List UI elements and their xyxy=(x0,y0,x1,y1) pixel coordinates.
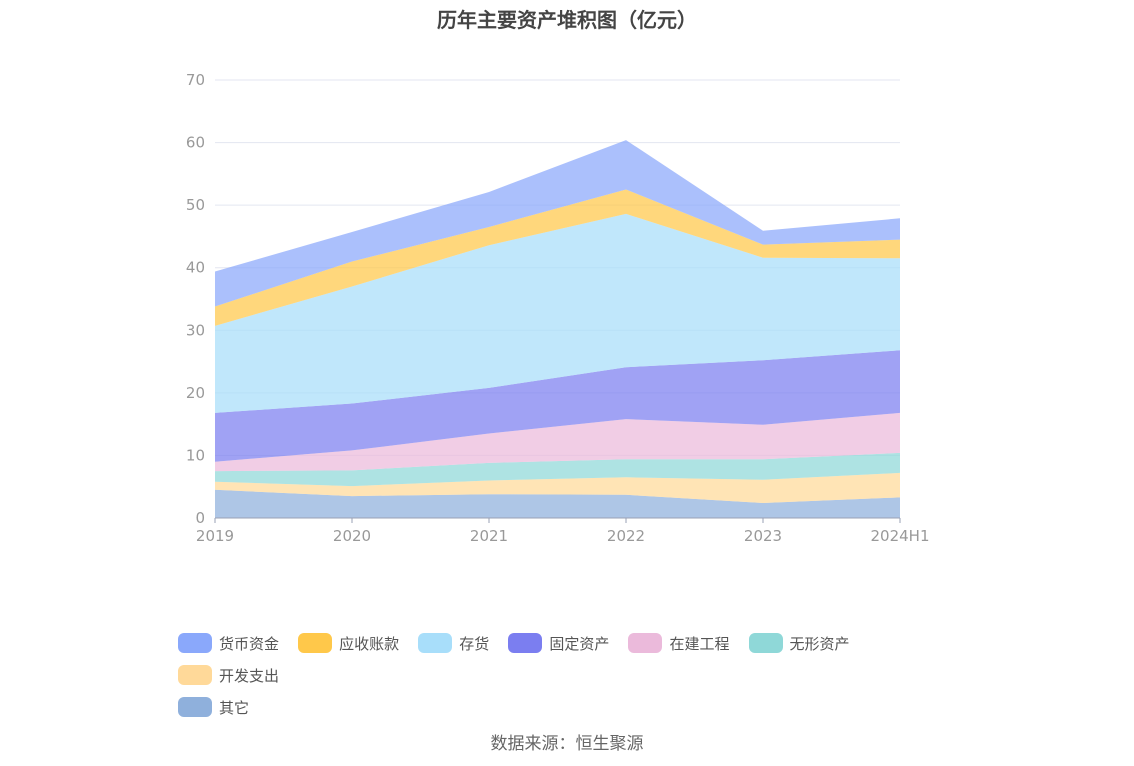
legend-label: 在建工程 xyxy=(669,634,730,653)
legend-item-receivables[interactable]: 应收账款 xyxy=(298,630,399,656)
legend-item-intangibles[interactable]: 无形资产 xyxy=(748,630,850,656)
legend-item-inventory[interactable]: 存货 xyxy=(418,630,489,656)
data-source-note: 数据来源：恒生聚源 xyxy=(490,734,644,754)
legend-label: 开发支出 xyxy=(219,666,280,685)
x-tick-label: 2022 xyxy=(607,527,645,545)
legend-label: 应收账款 xyxy=(339,634,400,653)
y-tick-label: 30 xyxy=(186,321,205,339)
y-tick-label: 20 xyxy=(186,384,205,402)
area-series: 货币资金 xyxy=(215,140,900,307)
area-series: 在建工程 xyxy=(215,412,900,472)
x-tick-label: 2019 xyxy=(196,527,234,545)
legend-swatch xyxy=(178,697,212,717)
legend-swatch xyxy=(178,665,212,685)
legend-label: 其它 xyxy=(219,698,250,717)
area-series: 固定资产 xyxy=(215,350,900,462)
legend-item-fixed-assets[interactable]: 固定资产 xyxy=(508,630,609,656)
y-tick-label: 70 xyxy=(186,71,205,89)
y-tick-label: 50 xyxy=(186,196,205,214)
area-series: 其它 xyxy=(215,489,900,518)
area-series: 无形资产 xyxy=(215,452,900,487)
legend-item-development[interactable]: 开发支出 xyxy=(178,662,279,688)
chart-title: 历年主要资产堆积图（亿元） xyxy=(437,8,697,32)
area-series: 存货 xyxy=(215,213,900,413)
legend-item-cash[interactable]: 货币资金 xyxy=(178,630,279,656)
legend-label: 无形资产 xyxy=(789,634,850,653)
legend-item-other[interactable]: 其它 xyxy=(178,694,249,720)
legend-label: 存货 xyxy=(459,634,490,653)
legend-item-construction[interactable]: 在建工程 xyxy=(628,630,729,656)
x-tick-label: 2023 xyxy=(744,527,782,545)
y-tick-label: 10 xyxy=(186,446,205,464)
legend-swatch xyxy=(748,633,783,653)
legend-label: 货币资金 xyxy=(219,634,280,653)
legend-swatch xyxy=(508,633,543,653)
stacked-area-chart: 其它开发支出无形资产在建工程固定资产存货应收账款货币资金 0 10 20 30 40 50… xyxy=(186,71,930,545)
y-tick-label: 0 xyxy=(195,509,205,527)
area-series-group: 其它开发支出无形资产在建工程固定资产存货应收账款货币资金 xyxy=(215,140,900,518)
legend-swatch xyxy=(418,633,453,653)
legend-swatch xyxy=(178,633,212,653)
area-series: 开发支出 xyxy=(215,472,900,503)
legend-swatch xyxy=(628,633,663,653)
area-series: 应收账款 xyxy=(215,189,900,326)
x-tick-label: 2020 xyxy=(333,527,371,545)
legend-swatch xyxy=(298,633,333,653)
legend-label: 固定资产 xyxy=(549,634,610,653)
y-tick-label: 60 xyxy=(186,134,205,152)
legend: 货币资金 应收账款 存货 固定资产 在建工程 无形资产 开发支出 其它 xyxy=(178,630,978,726)
y-tick-label: 40 xyxy=(186,259,205,277)
x-tick-label: 2021 xyxy=(470,527,508,545)
axes: 0 10 20 30 40 50 60 70 2019 2020 2021 2022 2023 2024H… xyxy=(186,71,930,545)
x-tick-label: 2024H1 xyxy=(871,527,930,545)
